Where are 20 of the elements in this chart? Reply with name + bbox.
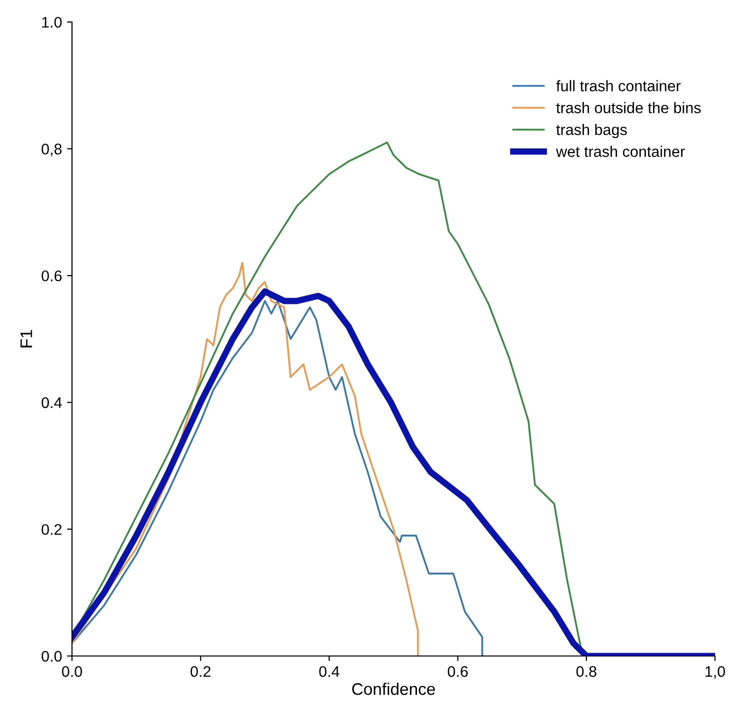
- x-tick-label: 0.8: [576, 666, 596, 677]
- x-tick-label: 0.4: [319, 666, 340, 677]
- y-tick-label: 0.6: [42, 270, 62, 282]
- x-tick-label: 0.0: [62, 666, 82, 677]
- y-tick-label: 0.0: [42, 650, 62, 662]
- x-tick-label: 1,0: [706, 666, 726, 679]
- x-tick-label: 0.2: [190, 666, 210, 677]
- legend-label: trash outside the bins: [556, 102, 701, 114]
- x-tick-label: 0.6: [448, 666, 468, 677]
- y-axis-title: F1: [20, 330, 32, 348]
- line-series: [72, 300, 484, 656]
- y-tick-label: 0.4: [42, 397, 62, 408]
- y-tick-label: 0.2: [42, 524, 62, 535]
- y-tick-label: 1.0: [42, 16, 62, 28]
- legend-label: full trash container: [556, 80, 681, 92]
- legend-label: trash bags: [556, 124, 627, 138]
- legend-label: wet trash container: [556, 146, 685, 157]
- y-tick-label: 0,8: [42, 144, 62, 156]
- line-series: [72, 262, 419, 656]
- x-axis-title: Confidence: [352, 682, 435, 695]
